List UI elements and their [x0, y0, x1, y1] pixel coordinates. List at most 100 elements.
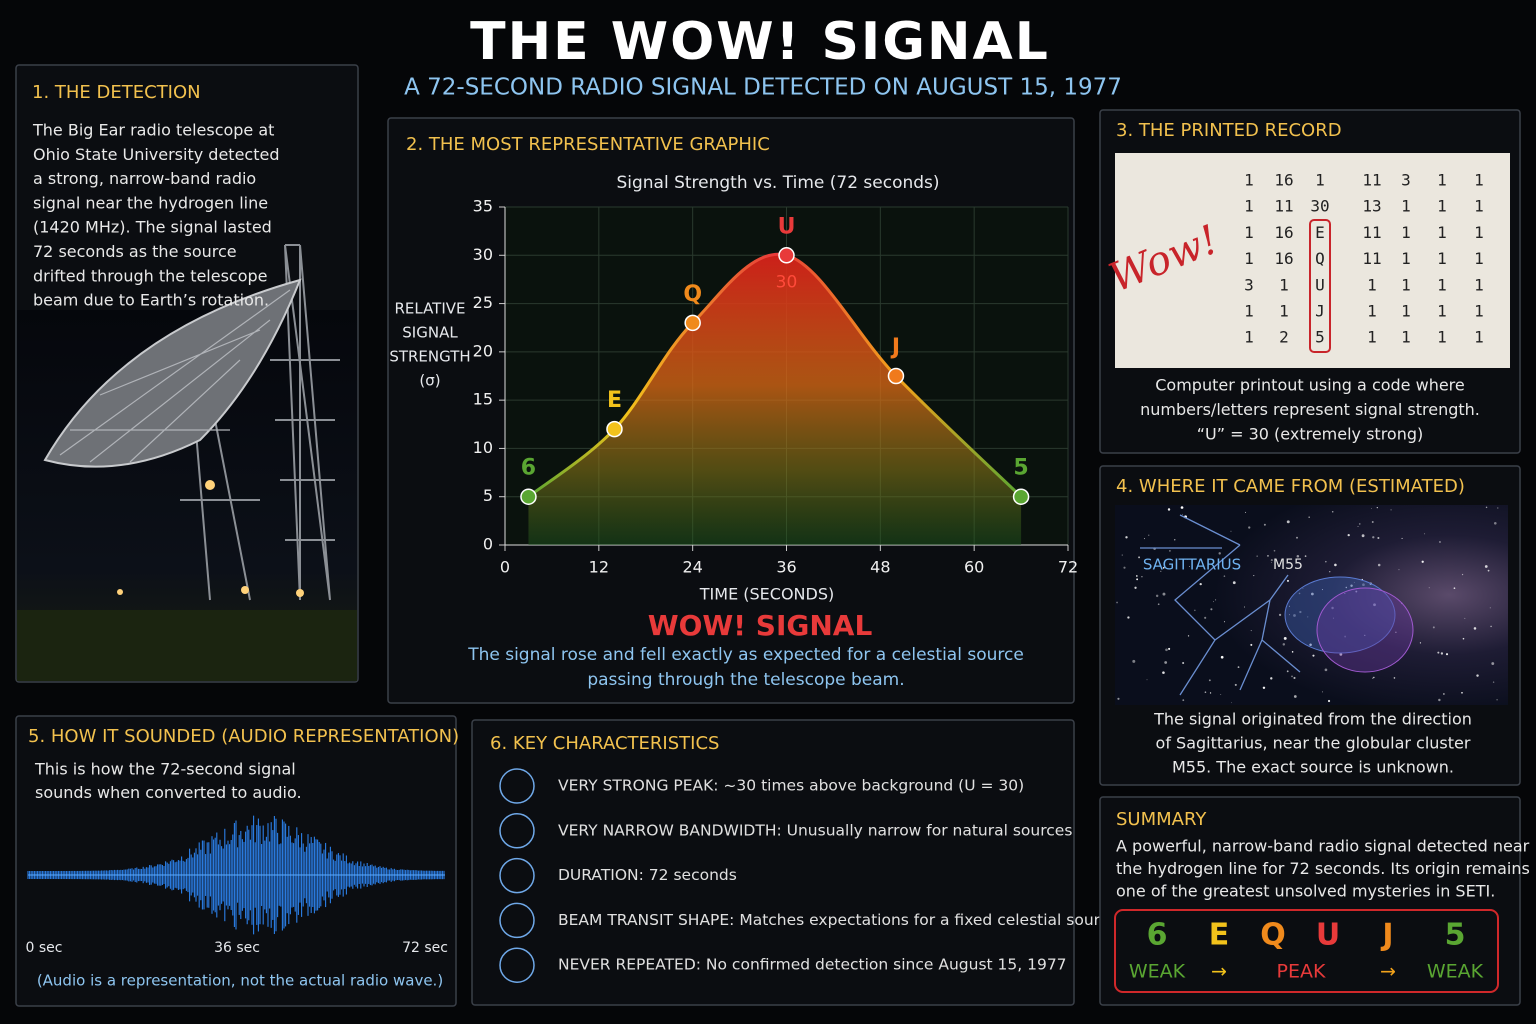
star: [1293, 695, 1297, 698]
summary-panel: SUMMARY A powerful, narrow-band radio si…: [1099, 796, 1530, 1006]
point-label: J: [890, 335, 900, 360]
printout-cell: 5: [1315, 328, 1325, 347]
star: [1220, 694, 1222, 695]
star: [1298, 592, 1301, 595]
item-text: VERY NARROW BANDWIDTH: Unusually narrow …: [558, 821, 1072, 839]
star: [1493, 521, 1497, 525]
star: [1373, 676, 1375, 679]
star: [1299, 610, 1302, 614]
star: [1344, 592, 1346, 594]
star: [1286, 520, 1290, 524]
star: [1473, 627, 1477, 630]
star: [1371, 521, 1374, 523]
star: [1232, 581, 1236, 585]
star: [1146, 679, 1148, 681]
printout-cell: 1: [1244, 197, 1254, 216]
y-tick-label: 35: [473, 197, 493, 216]
printout-cell: 1: [1367, 275, 1377, 294]
star: [1199, 582, 1202, 586]
caption-text: passing through the telescope beam.: [587, 670, 904, 690]
star: [1123, 566, 1126, 569]
star: [1423, 533, 1426, 535]
printout-cell: 1: [1474, 223, 1484, 242]
star: [1187, 635, 1190, 637]
star: [1428, 587, 1430, 589]
printout-cell: 16: [1274, 223, 1293, 242]
sequence-letter: 5: [1445, 918, 1466, 953]
item-icon: [499, 813, 535, 849]
star: [1204, 616, 1207, 619]
star: [1432, 626, 1435, 629]
constellation-label: SAGITTARIUS: [1143, 556, 1241, 574]
body-text: 72 seconds as the source: [33, 242, 237, 261]
star: [1134, 586, 1137, 589]
peak-value-label: 30: [776, 272, 798, 292]
star: [1245, 511, 1247, 513]
star: [1125, 536, 1128, 539]
y-axis-label: RELATIVE: [394, 300, 465, 318]
x-tick-label: 24: [682, 558, 702, 577]
item-text: VERY STRONG PEAK: ~30 times above backgr…: [558, 777, 1024, 795]
star: [1484, 565, 1488, 568]
printout-cell: 1: [1244, 328, 1254, 347]
star: [1293, 676, 1296, 680]
star: [1439, 541, 1441, 543]
star: [1492, 681, 1495, 683]
printout-cell: 2: [1279, 328, 1289, 347]
star: [1165, 648, 1168, 652]
star: [1262, 686, 1266, 690]
star: [1250, 643, 1253, 646]
star: [1136, 578, 1139, 581]
caption-title: WOW! SIGNAL: [648, 609, 873, 642]
printout-cell: 3: [1401, 171, 1411, 190]
caption-text: The signal rose and fell exactly as expe…: [467, 645, 1024, 665]
star: [1304, 555, 1307, 557]
caption-text: Computer printout using a code where: [1155, 376, 1465, 395]
y-axis-label: (σ): [419, 372, 440, 390]
characteristics-panel: 6. KEY CHARACTERISTICS VERY STRONG PEAK:…: [471, 719, 1118, 1006]
star: [1256, 555, 1258, 557]
telescope-tower: [180, 244, 340, 601]
printout-cell: 1: [1474, 197, 1484, 216]
body-text: sounds when converted to audio.: [35, 783, 302, 802]
ground: [17, 610, 357, 681]
dish-ribs: [59, 289, 291, 463]
audio-note: (Audio is a representation, not the actu…: [37, 972, 443, 990]
star: [1371, 508, 1372, 509]
star: [1121, 554, 1123, 556]
star: [1497, 507, 1499, 509]
printout-cell: 1: [1437, 171, 1447, 190]
printout-cell: 11: [1362, 223, 1381, 242]
printout-cell: 1: [1401, 275, 1411, 294]
star: [1218, 552, 1221, 555]
caption-text: of Sagittarius, near the globular cluste…: [1156, 734, 1471, 753]
point-label: 5: [1013, 456, 1028, 481]
time-label: 36 sec: [214, 940, 260, 956]
printout-cell: 1: [1474, 249, 1484, 268]
x-tick-label: 0: [500, 558, 510, 577]
star: [1438, 698, 1441, 702]
body-text: This is how the 72-second signal: [34, 760, 296, 779]
point-label: U: [778, 214, 796, 239]
star: [1162, 567, 1165, 569]
caption-text: “U” = 30 (extremely strong): [1197, 425, 1424, 444]
star: [1167, 508, 1171, 511]
star: [1162, 592, 1166, 596]
graphic-panel: 2. THE MOST REPRESENTATIVE GRAPHIC Signa…: [387, 117, 1078, 704]
star: [1141, 576, 1143, 578]
cluster-label: M55: [1273, 557, 1303, 573]
printout-cell: 1: [1401, 302, 1411, 321]
chart-title: Signal Strength vs. Time (72 seconds): [616, 173, 939, 193]
star: [1344, 635, 1347, 638]
star: [1461, 573, 1464, 576]
star: [1182, 699, 1185, 702]
item-icon: [499, 768, 535, 804]
printout-cell: 1: [1437, 302, 1447, 321]
y-axis-label: STRENGTH: [389, 348, 470, 366]
data-point: [606, 420, 623, 438]
data-point: [684, 314, 701, 332]
star: [1453, 587, 1456, 589]
printout-cell: 1: [1401, 328, 1411, 347]
printout-cell: 1: [1244, 171, 1254, 190]
star: [1398, 569, 1400, 571]
